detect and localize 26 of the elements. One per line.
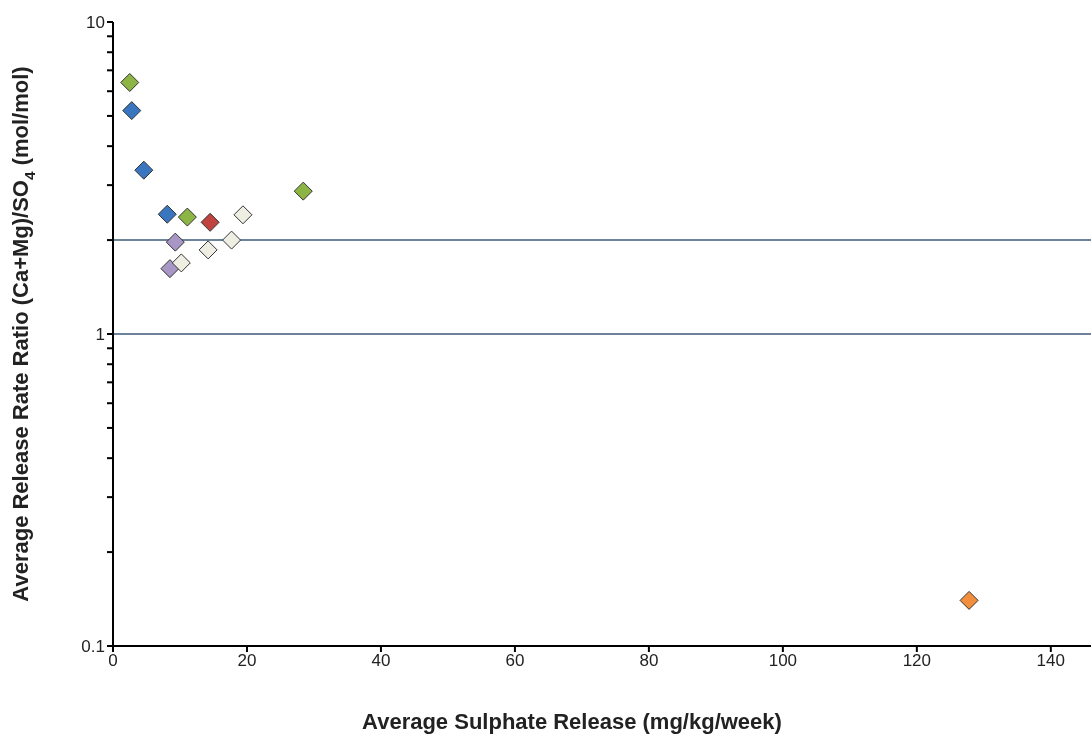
x-tick-label: 100 xyxy=(768,651,798,671)
point xyxy=(222,230,242,250)
x-tick-label: 80 xyxy=(639,651,659,671)
point xyxy=(157,204,177,224)
x-tick-label: 0 xyxy=(108,651,118,671)
point xyxy=(160,259,180,279)
point xyxy=(198,240,218,260)
point xyxy=(200,212,220,232)
x-tick-label: 120 xyxy=(902,651,932,671)
point xyxy=(177,207,197,227)
point xyxy=(959,590,979,610)
point xyxy=(233,205,253,225)
y-tick-label: 1 xyxy=(95,325,105,345)
point xyxy=(293,181,313,201)
point xyxy=(165,232,185,252)
x-tick-label: 20 xyxy=(237,651,257,671)
x-axis-title: Average Sulphate Release (mg/kg/week) xyxy=(362,709,782,734)
point xyxy=(134,160,154,180)
y-tick-label: 0.1 xyxy=(81,637,105,657)
point xyxy=(120,72,140,92)
y-tick-label: 10 xyxy=(86,13,105,33)
point xyxy=(122,101,142,121)
point xyxy=(171,253,191,273)
x-tick-label: 140 xyxy=(1036,651,1065,671)
x-tick-label: 60 xyxy=(505,651,525,671)
x-tick-label: 40 xyxy=(371,651,391,671)
